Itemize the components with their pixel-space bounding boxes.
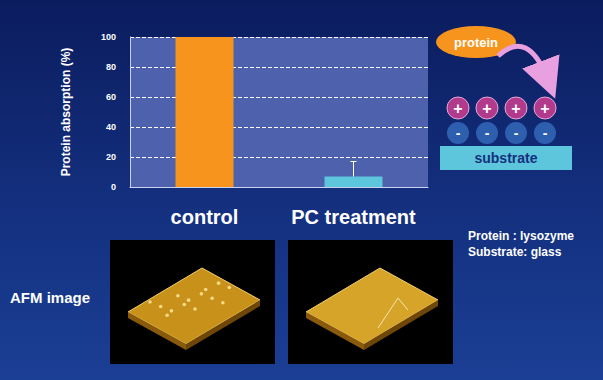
svg-text:0: 0 (111, 182, 116, 192)
svg-text:+: + (540, 100, 549, 117)
svg-text:Protein absorption (%): Protein absorption (%) (59, 48, 73, 177)
svg-text:substrate: substrate (474, 150, 537, 166)
svg-text:80: 80 (106, 62, 116, 72)
svg-text:-: - (485, 125, 490, 141)
svg-text:60: 60 (106, 92, 116, 102)
svg-text:+: + (453, 100, 462, 117)
svg-text:40: 40 (106, 122, 116, 132)
svg-text:100: 100 (101, 32, 116, 42)
svg-text:Protein : lysozyme: Protein : lysozyme (468, 229, 574, 243)
svg-text:PC treatment: PC treatment (291, 206, 416, 228)
svg-text:-: - (543, 125, 548, 141)
svg-text:+: + (482, 100, 491, 117)
svg-text:AFM image: AFM image (10, 289, 90, 306)
svg-text:+: + (511, 100, 520, 117)
svg-text:protein: protein (454, 35, 498, 50)
svg-text:control: control (171, 206, 239, 228)
svg-text:-: - (456, 125, 461, 141)
svg-text:Substrate: glass: Substrate: glass (468, 245, 562, 259)
svg-text:20: 20 (106, 152, 116, 162)
svg-text:-: - (514, 125, 519, 141)
